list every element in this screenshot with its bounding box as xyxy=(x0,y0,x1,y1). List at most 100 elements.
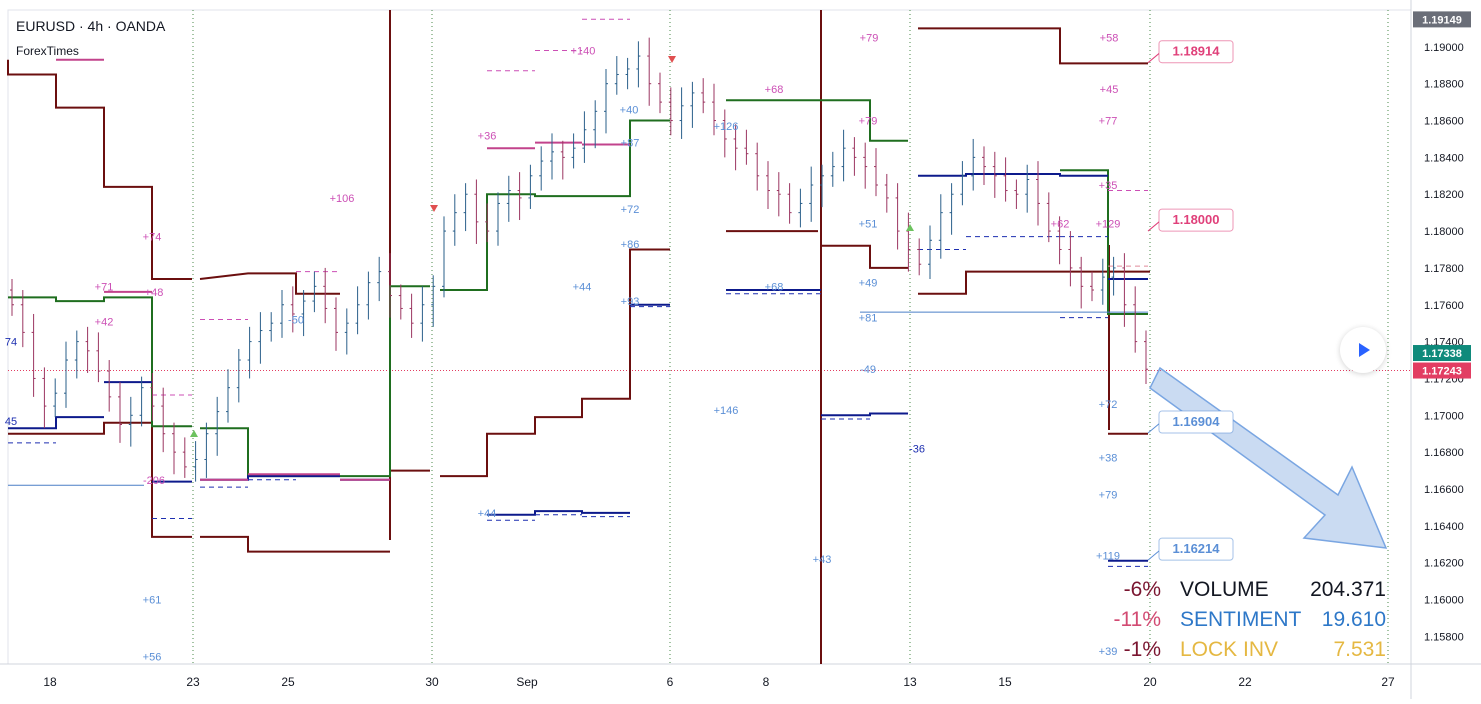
x-tick-label: 6 xyxy=(667,675,674,689)
level-callout-label: 1.18000 xyxy=(1173,212,1220,227)
maroon-level-line xyxy=(918,27,1148,65)
price-badge xyxy=(1413,345,1471,362)
level-annotation: +93 xyxy=(621,296,640,308)
y-tick-label: 1.16000 xyxy=(1424,595,1464,607)
navy-level-line xyxy=(918,173,1108,177)
level-annotation: +71 xyxy=(95,281,114,293)
level-annotation: +140 xyxy=(571,46,596,58)
play-icon xyxy=(1359,343,1370,357)
x-tick-label: 20 xyxy=(1143,675,1157,689)
level-annotation: +86 xyxy=(621,239,640,251)
x-tick-label: 25 xyxy=(281,675,295,689)
level-annotation: +36 xyxy=(478,130,497,142)
plot-area xyxy=(7,9,1412,665)
level-annotation: +45 xyxy=(1100,84,1119,96)
level-annotation: +146 xyxy=(714,405,739,417)
stat-value: 19.610 xyxy=(1322,608,1386,631)
level-annotation: +119 xyxy=(1096,550,1120,562)
sell-marker xyxy=(430,205,438,212)
stat-name: LOCK INV xyxy=(1180,638,1278,661)
level-callout-label: 1.18914 xyxy=(1173,44,1221,59)
y-tick-label: 1.16800 xyxy=(1424,447,1464,459)
level-annotation: +79 xyxy=(860,33,879,45)
callout-leader xyxy=(1147,549,1161,561)
y-tick-label: 1.18800 xyxy=(1424,79,1464,91)
level-annotation: +44 xyxy=(573,281,592,293)
level-annotation: +56 xyxy=(143,652,162,664)
stat-name: SENTIMENT xyxy=(1180,608,1302,631)
navy-level-line xyxy=(821,412,908,417)
stat-pct: -1% xyxy=(1124,638,1161,661)
x-tick-label: 27 xyxy=(1381,675,1395,689)
maroon-level-line xyxy=(8,421,192,538)
y-tick-label: 1.16600 xyxy=(1424,484,1464,496)
callout-leader xyxy=(1147,422,1161,434)
level-annotation: -50 xyxy=(288,314,304,326)
level-annotation: +72 xyxy=(1099,399,1118,411)
level-annotation: +106 xyxy=(330,193,355,205)
symbol-header: EURUSD · 4h · OANDA xyxy=(16,18,166,34)
level-callout-box xyxy=(1158,40,1234,64)
stat-pct: -6% xyxy=(1124,578,1161,601)
level-annotation: +68 xyxy=(765,84,784,96)
level-annotation: +43 xyxy=(813,554,832,566)
stat-name: VOLUME xyxy=(1180,578,1269,601)
level-annotation: +44 xyxy=(478,508,497,520)
level-annotation: -206 xyxy=(143,475,165,487)
stat-pct: -11% xyxy=(1114,608,1161,631)
sell-marker xyxy=(668,56,676,63)
level-annotation: +77 xyxy=(1099,116,1118,128)
y-tick-label: 1.16400 xyxy=(1424,521,1464,533)
level-annotation: 45 xyxy=(5,416,17,428)
stat-value: 204.371 xyxy=(1310,578,1386,601)
x-tick-label: 22 xyxy=(1238,675,1252,689)
play-button[interactable] xyxy=(1340,327,1386,373)
level-callout-label: 1.16904 xyxy=(1173,414,1221,429)
x-tick-label: 8 xyxy=(763,675,770,689)
source-label: ForexTimes xyxy=(16,44,79,58)
level-annotation: +87 xyxy=(621,138,640,150)
level-annotation: -36 xyxy=(909,443,925,455)
level-callout-box xyxy=(1158,208,1234,232)
maroon-level-line xyxy=(440,248,670,478)
level-callout-box xyxy=(1158,410,1234,434)
price-badge xyxy=(1413,362,1471,379)
level-annotation: +58 xyxy=(1100,33,1119,45)
navy-level-line xyxy=(487,510,630,516)
y-tick-label: 1.15800 xyxy=(1424,631,1464,643)
x-tick-label: 15 xyxy=(998,675,1012,689)
stat-value: 7.531 xyxy=(1333,638,1386,661)
level-annotation: +129 xyxy=(1096,219,1121,231)
green-level-line xyxy=(726,99,908,142)
price-badge xyxy=(1413,11,1471,28)
buy-marker xyxy=(906,224,914,231)
y-tick-label: 1.18200 xyxy=(1424,189,1464,201)
buy-marker xyxy=(190,430,198,437)
level-annotation: -49 xyxy=(860,364,876,376)
level-annotation: 74 xyxy=(5,337,17,349)
y-tick-label: 1.18000 xyxy=(1424,226,1464,238)
green-level-line xyxy=(440,119,670,291)
level-annotation: +81 xyxy=(859,313,878,325)
price-badge-label: 1.17243 xyxy=(1422,366,1462,378)
callout-leader xyxy=(1147,52,1161,64)
y-tick-label: 1.17600 xyxy=(1424,300,1464,312)
maroon-level-line xyxy=(821,244,908,269)
level-annotation: +40 xyxy=(620,104,639,116)
x-tick-label: 23 xyxy=(186,675,200,689)
level-annotation: +61 xyxy=(143,595,162,607)
level-annotation: +35 xyxy=(1099,180,1118,192)
level-callout-label: 1.16214 xyxy=(1173,541,1221,556)
level-annotation: +38 xyxy=(1099,453,1118,465)
maroon-level-line xyxy=(7,59,192,280)
x-tick-label: Sep xyxy=(516,675,538,689)
level-annotation: +49 xyxy=(859,278,878,290)
x-tick-label: 13 xyxy=(903,675,917,689)
x-tick-label: 30 xyxy=(425,675,439,689)
callout-leader xyxy=(1147,220,1161,232)
y-tick-label: 1.19000 xyxy=(1424,42,1464,54)
level-annotation: +48 xyxy=(145,287,164,299)
maroon-level-line xyxy=(200,535,390,553)
